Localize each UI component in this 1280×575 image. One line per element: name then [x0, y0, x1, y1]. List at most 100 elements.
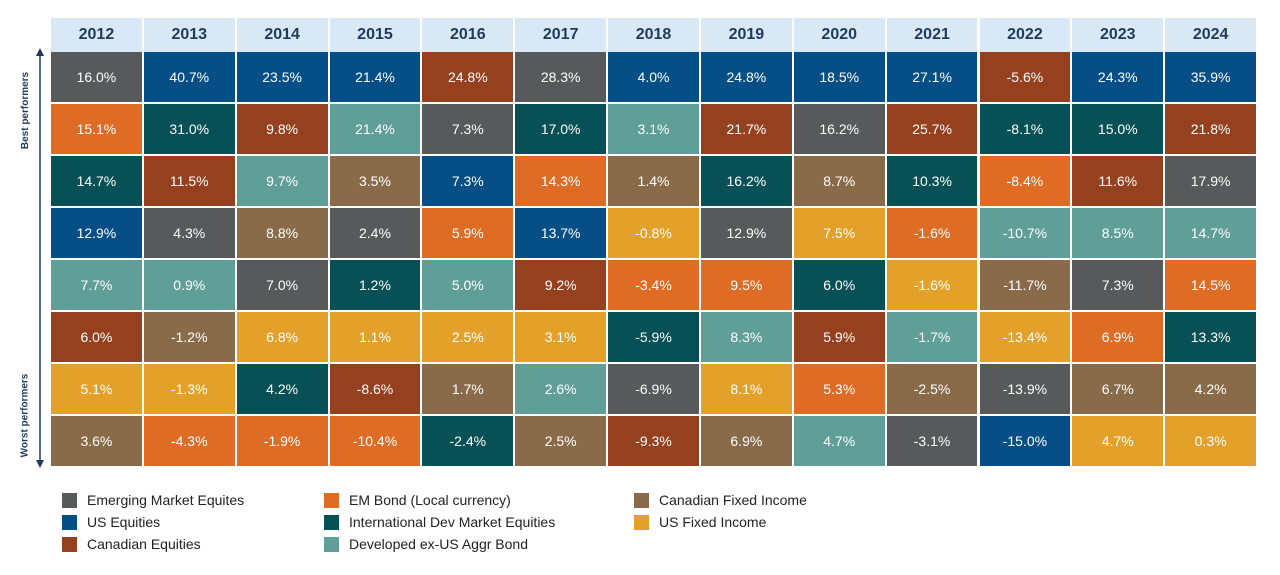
- return-cell-dev_bond: 14.7%: [1165, 208, 1259, 260]
- return-cell-em_bond: -4.3%: [143, 416, 237, 468]
- return-cell-us_fi: -1.3%: [143, 364, 237, 416]
- return-cell-ca_eq: 9.8%: [236, 104, 330, 156]
- return-cell-intl_eq: -8.1%: [979, 104, 1073, 156]
- return-cell-ca_eq: 21.7%: [700, 104, 794, 156]
- return-cell-us_fi: -0.8%: [608, 208, 701, 260]
- return-cell-em_eq: 17.9%: [1165, 156, 1259, 208]
- year-header: 2020: [793, 18, 887, 52]
- return-cell-dev_bond: -1.7%: [886, 312, 980, 364]
- return-cell-intl_eq: -2.4%: [422, 416, 516, 468]
- year-header: 2014: [236, 18, 330, 52]
- return-cell-em_eq: -13.9%: [979, 364, 1073, 416]
- return-cell-us_fi: 8.1%: [700, 364, 794, 416]
- return-cell-em_eq: 2.4%: [329, 208, 423, 260]
- year-header: 2016: [422, 18, 516, 52]
- return-cell-ca_eq: -5.6%: [979, 52, 1073, 104]
- year-header: 2018: [608, 18, 701, 52]
- legend-item-em_bond: EM Bond (Local currency): [324, 492, 511, 508]
- return-cell-us_eq: 35.9%: [1165, 52, 1259, 104]
- return-cell-dev_bond: 4.7%: [793, 416, 887, 468]
- year-header: 2017: [515, 18, 609, 52]
- return-cell-ca_eq: 11.5%: [143, 156, 237, 208]
- return-cell-em_eq: 16.0%: [51, 52, 144, 104]
- return-cell-intl_eq: 6.0%: [793, 260, 887, 312]
- legend-label: Canadian Fixed Income: [659, 492, 807, 508]
- return-cell-us_fi: 4.7%: [1072, 416, 1166, 468]
- return-cell-em_eq: 28.3%: [515, 52, 609, 104]
- return-cell-intl_eq: 17.0%: [515, 104, 609, 156]
- legend-item-ca_eq: Canadian Equities: [62, 536, 201, 552]
- return-cell-us_eq: 23.5%: [236, 52, 330, 104]
- return-cell-ca_eq: -9.3%: [608, 416, 701, 468]
- return-cell-us_eq: 18.5%: [793, 52, 887, 104]
- return-cell-ca_eq: 21.8%: [1165, 104, 1259, 156]
- legend-item-em_eq: Emerging Market Equites: [62, 492, 244, 508]
- return-cell-us_eq: 12.9%: [51, 208, 144, 260]
- return-cell-dev_bond: 21.4%: [329, 104, 423, 156]
- return-cell-dev_bond: 9.7%: [236, 156, 330, 208]
- return-cell-dev_bond: 3.1%: [608, 104, 701, 156]
- legend-label: US Fixed Income: [659, 514, 767, 530]
- legend-label: EM Bond (Local currency): [349, 492, 511, 508]
- legend-item-dev_bond: Developed ex-US Aggr Bond: [324, 536, 528, 552]
- return-cell-em_bond: 6.9%: [1072, 312, 1166, 364]
- legend-swatch: [324, 514, 339, 530]
- return-cell-intl_eq: 1.2%: [329, 260, 423, 312]
- return-cell-us_fi: -1.6%: [886, 260, 980, 312]
- return-cell-em_eq: 7.0%: [236, 260, 330, 312]
- legend-label: Canadian Equities: [87, 536, 201, 552]
- legend-swatch: [62, 514, 77, 530]
- legend-swatch: [634, 514, 649, 530]
- worst-performers-label: Worst performers: [19, 373, 31, 457]
- return-cell-em_bond: 9.5%: [700, 260, 794, 312]
- legend-swatch: [324, 492, 339, 508]
- return-cell-intl_eq: 14.7%: [51, 156, 144, 208]
- year-header: 2023: [1072, 18, 1166, 52]
- return-cell-ca_eq: 11.6%: [1072, 156, 1166, 208]
- return-cell-em_eq: 12.9%: [700, 208, 794, 260]
- return-cell-dev_bond: 7.7%: [51, 260, 144, 312]
- return-cell-us_fi: 2.5%: [422, 312, 516, 364]
- return-cell-em_bond: 14.3%: [515, 156, 609, 208]
- return-cell-intl_eq: -5.9%: [608, 312, 701, 364]
- return-cell-em_bond: -1.9%: [236, 416, 330, 468]
- return-cell-ca_fi: 3.5%: [329, 156, 423, 208]
- return-cell-intl_eq: 16.2%: [700, 156, 794, 208]
- return-cell-intl_eq: 15.0%: [1072, 104, 1166, 156]
- return-cell-us_fi: -13.4%: [979, 312, 1073, 364]
- return-cell-dev_bond: -10.7%: [979, 208, 1073, 260]
- legend-item-ca_fi: Canadian Fixed Income: [634, 492, 807, 508]
- return-cell-ca_fi: 8.8%: [236, 208, 330, 260]
- return-cell-us_eq: 4.0%: [608, 52, 701, 104]
- return-cell-dev_bond: 0.9%: [143, 260, 237, 312]
- return-cell-em_bond: -8.4%: [979, 156, 1073, 208]
- return-cell-us_eq: 7.3%: [422, 156, 516, 208]
- performance-quilt-table: 2012 16.0% 15.1% 14.7% 12.9% 7.7% 6.0% 5.1% 3.6%…: [51, 18, 1259, 471]
- return-cell-em_bond: 5.3%: [793, 364, 887, 416]
- return-cell-em_eq: -3.1%: [886, 416, 980, 468]
- return-cell-us_fi: 6.8%: [236, 312, 330, 364]
- year-header: 2013: [143, 18, 237, 52]
- return-cell-us_eq: 24.8%: [700, 52, 794, 104]
- year-header: 2022: [979, 18, 1073, 52]
- return-cell-em_bond: -3.4%: [608, 260, 701, 312]
- return-cell-us_eq: 40.7%: [143, 52, 237, 104]
- return-cell-us_eq: 21.4%: [329, 52, 423, 104]
- return-cell-us_eq: 24.3%: [1072, 52, 1166, 104]
- return-cell-dev_bond: 8.3%: [700, 312, 794, 364]
- legend-swatch: [62, 492, 77, 508]
- return-cell-ca_eq: 9.2%: [515, 260, 609, 312]
- legend-label: International Dev Market Equities: [349, 514, 556, 530]
- return-cell-dev_bond: 2.6%: [515, 364, 609, 416]
- return-cell-us_eq: 27.1%: [886, 52, 980, 104]
- return-cell-ca_eq: -8.6%: [329, 364, 423, 416]
- legend-item-us_fi: US Fixed Income: [634, 514, 766, 530]
- legend-label: US Equities: [87, 514, 161, 530]
- return-cell-ca_eq: 25.7%: [886, 104, 980, 156]
- year-header: 2012: [51, 18, 144, 52]
- return-cell-ca_fi: 3.6%: [51, 416, 144, 468]
- year-header: 2024: [1165, 18, 1259, 52]
- return-cell-ca_eq: 5.9%: [793, 312, 887, 364]
- return-cell-ca_eq: 6.0%: [51, 312, 144, 364]
- return-cell-em_eq: 7.3%: [422, 104, 516, 156]
